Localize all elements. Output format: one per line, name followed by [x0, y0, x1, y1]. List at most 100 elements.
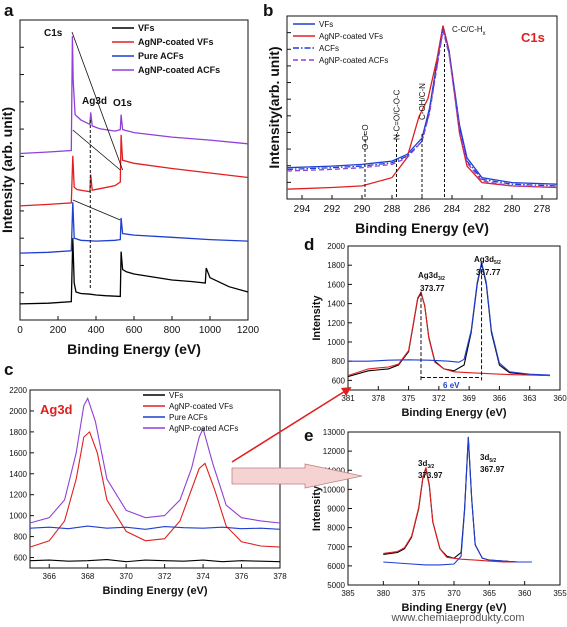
- x-tick-label: 363: [523, 394, 537, 403]
- x-axis-title: Binding Energy (eV): [401, 602, 506, 614]
- y-tick-label: 1400: [327, 300, 345, 309]
- x-tick-label: 370: [119, 572, 133, 581]
- x-tick-label: 366: [493, 394, 507, 403]
- y-tick-label: 1600: [9, 449, 27, 458]
- x-tick-label: 294: [294, 204, 311, 215]
- series-line-2: [29, 525, 281, 530]
- panel-b: b 294 292 290 288 286 284 282 280 278 Binding Ener…: [263, 1, 558, 236]
- legend-entry: AgNP-coated ACFs: [138, 65, 220, 75]
- series-line-2: [348, 262, 550, 376]
- y-tick-label: 1000: [327, 338, 345, 347]
- peak-annotation: Ag3d3/2: [418, 271, 445, 282]
- x-tick-label: 366: [43, 572, 57, 581]
- x-tick-label: 360: [518, 589, 532, 598]
- legend-entry: VFs: [319, 20, 333, 29]
- panel-b-letter: b: [263, 1, 273, 20]
- x-axis-title: Binding Energy (eV): [67, 341, 201, 357]
- x-tick-label: 385: [341, 589, 355, 598]
- arrow-to-panel-e: [231, 463, 363, 489]
- y-axis-title: Intensity (arb. unit): [0, 107, 15, 233]
- peak-label: C-C/C-Hx: [452, 25, 486, 37]
- x-tick-label: 360: [553, 394, 567, 403]
- y-tick-label: 600: [14, 554, 28, 563]
- legend-entry: AgNP-coated ACFs: [169, 424, 238, 433]
- legend-entry: AgNP-coated VFs: [169, 402, 233, 411]
- guide-line: [71, 31, 123, 171]
- x-tick-label: 200: [50, 325, 67, 336]
- legend-entry: VFs: [138, 23, 155, 33]
- y-axis-title: Intensity(arb. unit): [266, 46, 282, 168]
- legend-entry: Pure ACFs: [138, 51, 184, 61]
- x-tick-label: 292: [324, 204, 341, 215]
- series-line-2: [383, 436, 532, 566]
- x-tick-label: 374: [196, 572, 210, 581]
- legend-entry: AgNP-coated ACFs: [319, 56, 388, 65]
- x-tick-label: 372: [432, 394, 446, 403]
- legend-entry: AgNP-coated VFs: [319, 32, 383, 41]
- legend-entry: ACFs: [319, 44, 339, 53]
- chart-title-ag3d: Ag3d: [40, 402, 73, 417]
- y-tick-label: 1800: [327, 261, 345, 270]
- peak-value: 367.97: [480, 465, 505, 474]
- series-line-1: [19, 134, 249, 207]
- legend-entry: VFs: [169, 391, 183, 400]
- y-tick-label: 8000: [327, 524, 345, 533]
- series-line-0: [347, 263, 550, 378]
- x-tick-label: 284: [444, 204, 461, 215]
- x-tick-label: 378: [273, 572, 287, 581]
- guide-line: [72, 129, 121, 171]
- annotation-o1s: O1s: [113, 98, 132, 109]
- panel-e-letter: e: [304, 426, 313, 445]
- x-axis-title: Binding Energy (eV): [355, 220, 489, 236]
- y-tick-label: 2000: [9, 407, 27, 416]
- peak-value: 373.77: [420, 284, 445, 293]
- x-tick-label: 600: [126, 325, 143, 336]
- x-tick-label: 375: [412, 589, 426, 598]
- series-line-2: [286, 28, 558, 187]
- separation-label: 6 eV: [443, 381, 460, 390]
- y-tick-label: 2000: [327, 242, 345, 251]
- y-tick-label: 1400: [9, 470, 27, 479]
- series-line-1: [347, 290, 550, 377]
- peak-value: 373.97: [418, 471, 443, 480]
- x-tick-label: 365: [483, 589, 497, 598]
- series-line-2: [19, 202, 249, 254]
- x-tick-label: 355: [553, 589, 567, 598]
- legend-entry: Pure ACFs: [169, 413, 208, 422]
- panel-d: d 381 378 375 372 369 366 363 360 600 800 1000 1200 1…: [304, 235, 567, 419]
- y-tick-label: 600: [332, 376, 346, 385]
- panel-e: e 385 380 375 370 365 360 355 5000 6000 7000 8000 90…: [304, 426, 567, 614]
- legend-entry: AgNP-coated VFs: [138, 37, 214, 47]
- chart-title-c1s: C1s: [521, 30, 545, 45]
- panel-a: a 0 200 400 600 800 1000 1200 Binding Energy (eV…: [0, 1, 260, 357]
- y-tick-label: 6000: [327, 562, 345, 571]
- y-tick-label: 800: [14, 533, 28, 542]
- x-tick-label: 278: [534, 204, 551, 215]
- x-tick-label: 378: [372, 394, 386, 403]
- series-line-3: [19, 36, 249, 155]
- x-tick-label: 400: [88, 325, 105, 336]
- annotation-c1s: C1s: [44, 28, 63, 39]
- panel-a-letter: a: [4, 1, 14, 20]
- x-tick-label: 376: [235, 572, 249, 581]
- series-line-0: [383, 437, 532, 563]
- arrow-to-panel-d: [231, 386, 352, 463]
- peak-label: N-C=O/C-O-C: [393, 89, 402, 140]
- peak-value: 367.77: [476, 268, 501, 277]
- y-tick-label: 12000: [323, 447, 346, 456]
- x-tick-label: 280: [504, 204, 521, 215]
- panel-d-frame: [347, 245, 561, 391]
- y-tick-label: 13000: [323, 428, 346, 437]
- peak-annotation: 3d3/2: [418, 459, 435, 470]
- y-tick-label: 1600: [327, 280, 345, 289]
- x-tick-label: 0: [17, 325, 23, 336]
- series-line-1: [29, 430, 281, 548]
- panel-c: c 366 368 370 372 374 376 378 600 800 1000 1200 1400…: [4, 360, 287, 597]
- x-tick-label: 369: [462, 394, 476, 403]
- y-tick-label: 1800: [9, 428, 27, 437]
- y-tick-label: 5000: [327, 581, 345, 590]
- x-tick-label: 1200: [237, 325, 260, 336]
- y-tick-label: 9000: [327, 505, 345, 514]
- peak-label: O-C=O: [361, 124, 370, 150]
